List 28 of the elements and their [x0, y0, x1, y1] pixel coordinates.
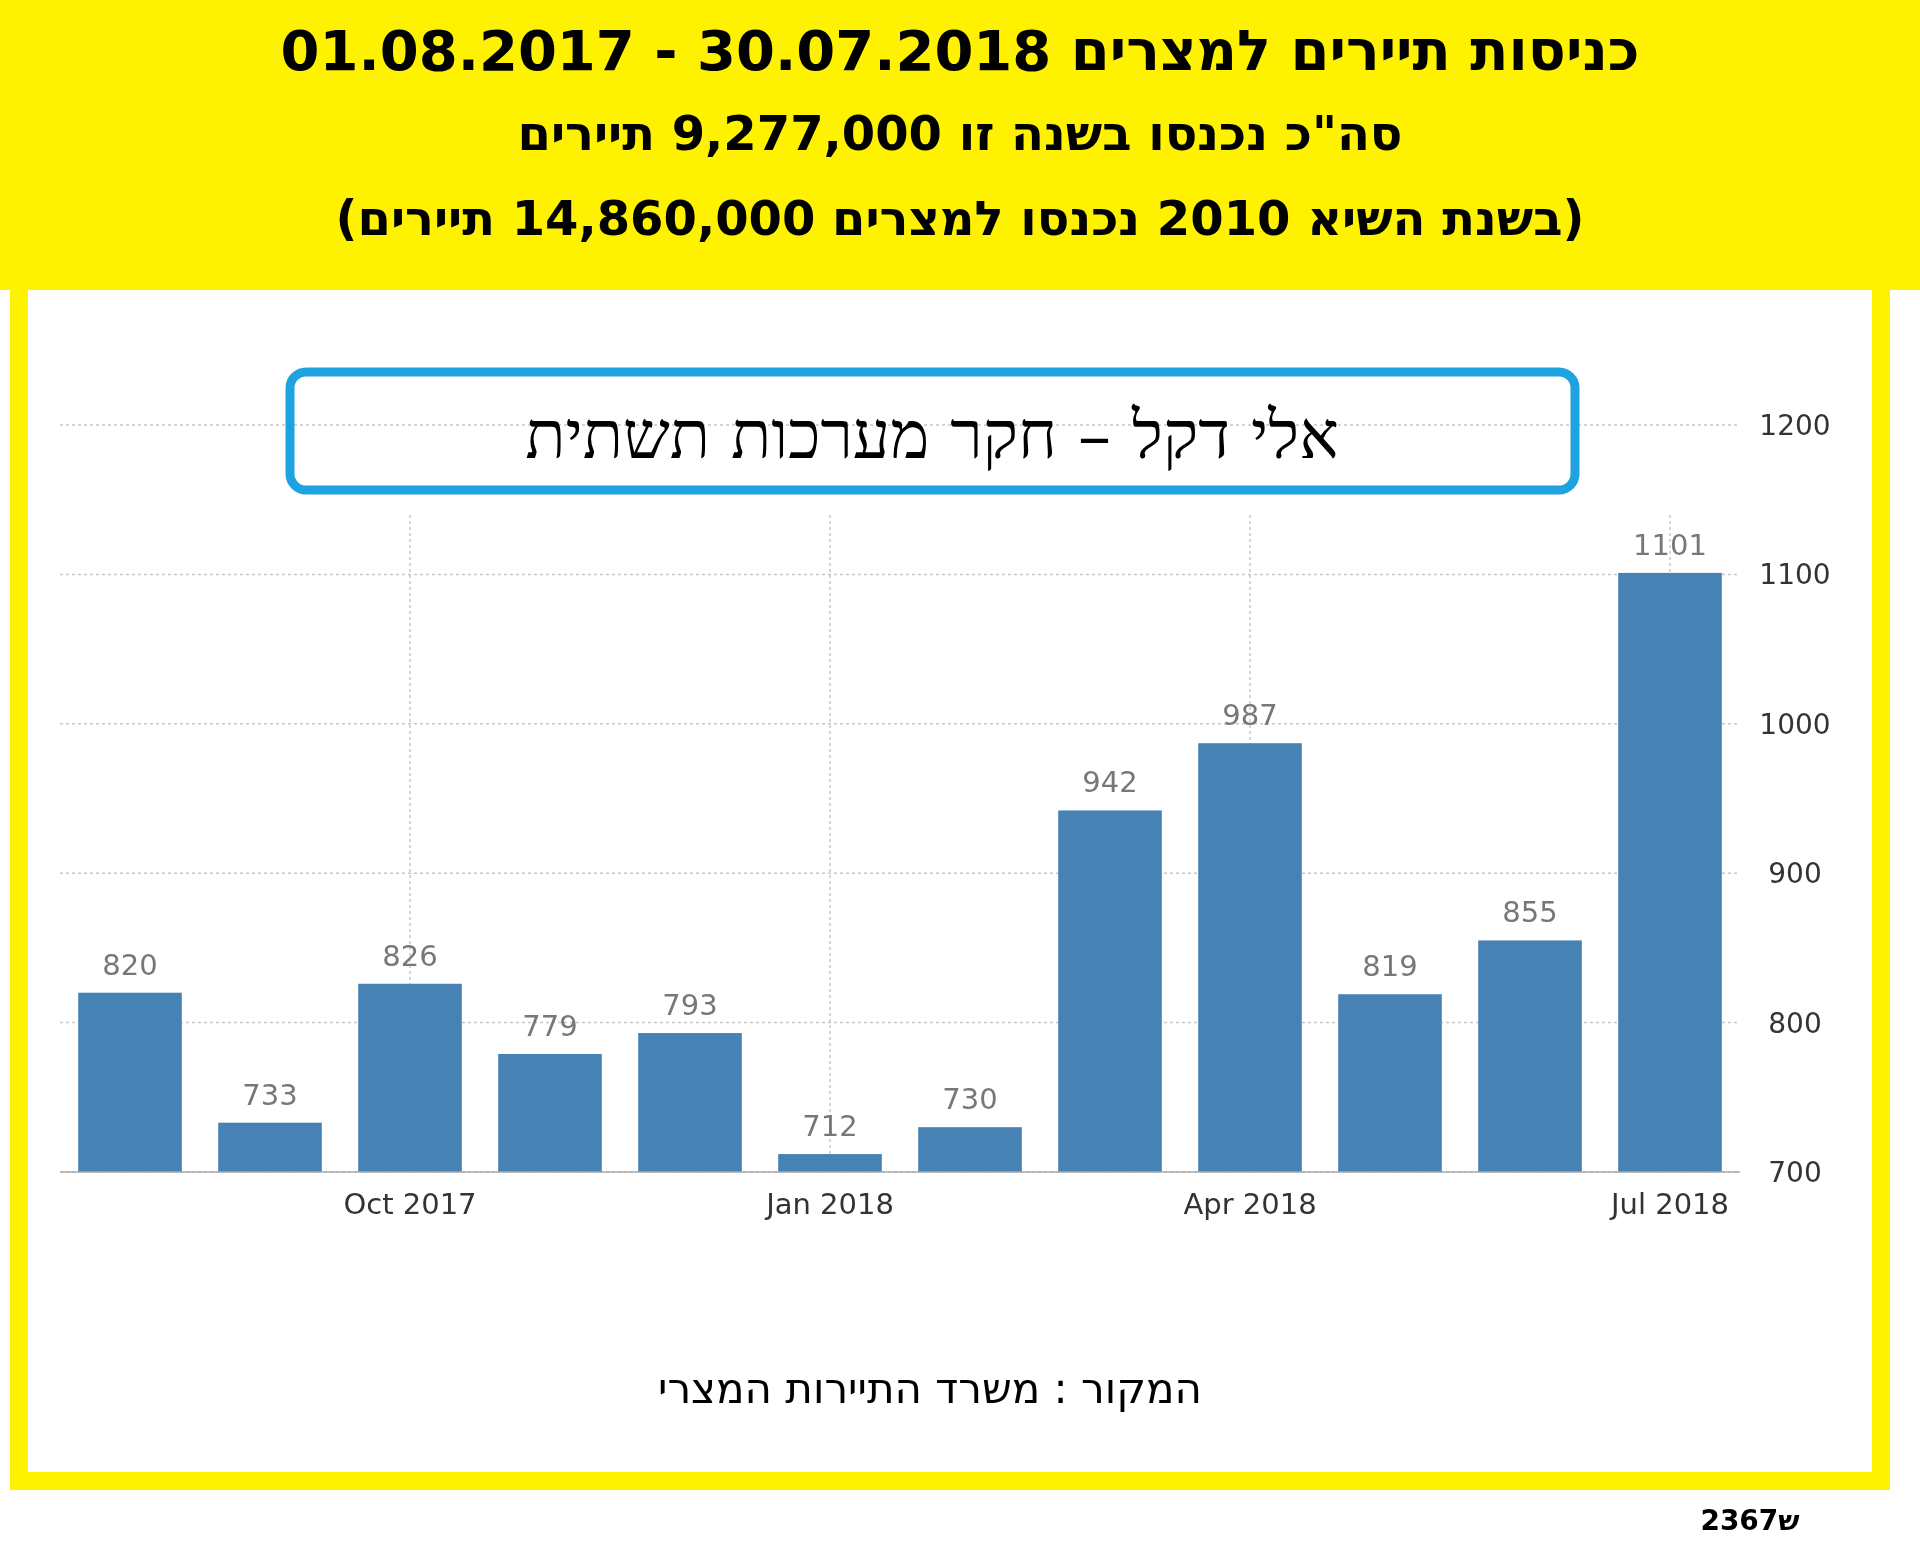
text: המקור : משרד התיירות המצרי — [658, 1364, 1202, 1413]
chart-title: כניסות תיירים למצרים 30.07.2018 - 01.08.2017 — [279, 18, 1641, 83]
y-tick-label: 700 — [1768, 1156, 1822, 1189]
data-label: 733 — [242, 1077, 298, 1112]
data-label: 1101 — [1633, 527, 1707, 562]
annotation: אלי דקל – חקר מערכות תשתית — [525, 397, 1339, 474]
y-tick-label: 1200 — [1759, 409, 1831, 442]
chart-subtitle: סה"כ נכנסו בשנה זו 9,277,000 תיירים — [516, 105, 1404, 161]
text: (בשנת השיא 2010 נכנסו למצרים 14,860,000 תיירים) — [334, 190, 1586, 246]
data-label: 793 — [662, 988, 718, 1023]
data-label: 855 — [1502, 895, 1558, 930]
y-tick-label: 800 — [1768, 1006, 1822, 1040]
data-label: 819 — [1362, 949, 1418, 984]
x-tick-label: Oct 2017 — [343, 1187, 477, 1221]
data-label: 820 — [102, 947, 158, 982]
data-label: 987 — [1222, 698, 1278, 733]
data-label: 730 — [942, 1082, 998, 1117]
x-tick-label: Jan 2018 — [764, 1187, 894, 1221]
y-tick-label: 1100 — [1759, 558, 1831, 592]
data-label: 826 — [382, 938, 438, 973]
y-tick-label: 1000 — [1759, 707, 1831, 741]
data-label: 712 — [802, 1109, 858, 1144]
x-tick-label: Apr 2018 — [1183, 1187, 1317, 1221]
x-tick-label: Jul 2018 — [1608, 1187, 1730, 1221]
data-label: 779 — [522, 1008, 578, 1043]
y-tick-label: 900 — [1768, 857, 1822, 891]
data-label: 942 — [1082, 765, 1138, 800]
text: ש2367 — [1700, 1504, 1800, 1537]
